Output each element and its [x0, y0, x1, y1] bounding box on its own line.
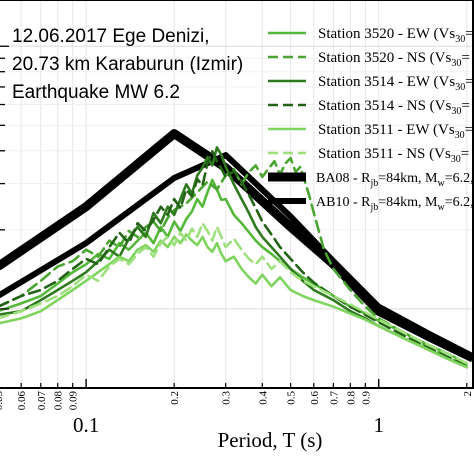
- x-major-tick-label: 1: [373, 413, 384, 437]
- grid: [0, 0, 473, 388]
- x-minor-tick-label: 0.7: [328, 391, 340, 405]
- annotation-line-3: Earthquake MW 6.2: [12, 82, 180, 103]
- plot-frame: [0, 0, 474, 389]
- legend-label: Station 3511 - EW (Vs30=: [318, 122, 473, 141]
- legend-label: AB10 - Rjb=84km, Mw=6.2,: [316, 195, 474, 213]
- x-minor-tick-label: 0.9: [360, 391, 372, 405]
- series-line-5: [0, 233, 469, 369]
- series-line-6: [0, 221, 469, 365]
- legend-label: BA08 - Rjb=84km, Mw=6.2,: [316, 171, 474, 189]
- legend: Station 3520 - EW (Vs30= Station 3520 - N…: [268, 26, 474, 213]
- legend-label: Station 3511 - NS (Vs30=: [318, 146, 469, 165]
- series-line-7: [0, 129, 474, 363]
- x-minor-tick-label: 0.4: [257, 391, 269, 405]
- x-minor-tick-label: 0.09: [68, 391, 80, 411]
- legend-label: Station 3520 - EW (Vs30=: [318, 26, 474, 45]
- annotation-line-2: 20.73 km Karaburun (Izmir): [12, 54, 243, 75]
- x-minor-tick-label: 0.3: [221, 391, 233, 405]
- x-minor-tick-label: 0.06: [16, 391, 28, 411]
- x-minor-tick-label: 0.05: [0, 391, 5, 411]
- x-minor-tick-label: 0.5: [286, 391, 298, 405]
- legend-label: Station 3520 - NS (Vs30=: [318, 50, 470, 69]
- x-minor-tick-label: 0.2: [169, 391, 181, 405]
- x-minor-tick-label: 2: [462, 391, 474, 397]
- legend-label: Station 3514 - NS (Vs30=: [318, 98, 470, 117]
- x-minor-tick-label: 0.8: [345, 391, 357, 405]
- x-major-tick-label: 0.1: [73, 413, 99, 437]
- x-minor-tick-label: 0.07: [36, 391, 48, 411]
- annotation-line-1: 12.06.2017 Ege Denizi,: [12, 26, 210, 47]
- annotation: 12.06.2017 Ege Denizi, 20.73 km Karaburun…: [12, 26, 243, 103]
- series-line-3: [0, 146, 469, 369]
- x-minor-tick-label: 0.08: [53, 391, 65, 411]
- series-group: [0, 129, 474, 369]
- series-line-8: [0, 152, 474, 359]
- x-axis: 0.05 0.06 0.07 0.08 0.09 0.2 0.3 0.4 0.5 0.6 0.7 0.…: [0, 45, 474, 437]
- legend-label: Station 3514 - EW (Vs30=: [318, 74, 474, 93]
- x-axis-label: Period, T (s): [218, 428, 323, 452]
- x-minor-tick-label: 0.6: [309, 391, 321, 405]
